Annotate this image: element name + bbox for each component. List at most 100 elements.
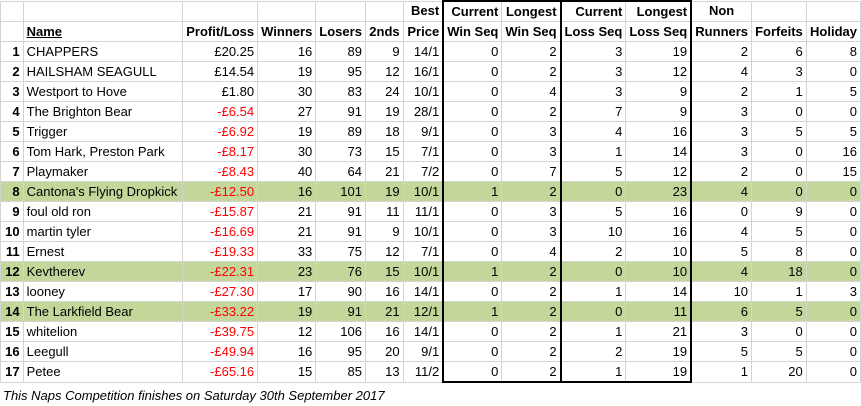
current-loss-seq-cell[interactable]: 1 [560, 281, 627, 302]
best-price-cell[interactable]: 9/1 [402, 341, 445, 362]
name-cell[interactable]: foul old ron [22, 201, 184, 222]
name-cell[interactable]: Tom Hark, Preston Park [22, 141, 184, 162]
best-price-cell[interactable]: 12/1 [402, 301, 445, 322]
longest-loss-seq-cell[interactable]: 21 [625, 321, 693, 342]
rank-cell[interactable]: 3 [0, 81, 24, 102]
current-loss-seq-cell[interactable]: 5 [560, 161, 627, 182]
header-current-loss-seq[interactable]: Loss Seq [560, 21, 627, 42]
profit-cell[interactable]: -£8.17 [182, 141, 259, 162]
rank-cell[interactable]: 9 [0, 201, 24, 222]
nonrunners-cell[interactable]: 2 [690, 41, 753, 62]
current-win-seq-cell[interactable]: 0 [442, 341, 503, 362]
winners-cell[interactable]: 30 [257, 81, 317, 102]
longest-win-seq-cell[interactable]: 2 [501, 61, 562, 82]
rank-cell[interactable]: 10 [0, 221, 24, 242]
longest-win-seq-cell[interactable]: 2 [501, 301, 562, 322]
nonrunners-cell[interactable]: 4 [690, 181, 753, 202]
longest-win-seq-cell[interactable]: 2 [501, 361, 562, 383]
profit-cell[interactable]: -£27.30 [182, 281, 259, 302]
nonrunners-cell[interactable]: 3 [690, 141, 753, 162]
name-cell[interactable]: The Brighton Bear [22, 101, 184, 122]
rank-cell[interactable]: 6 [0, 141, 24, 162]
best-price-cell[interactable]: 10/1 [402, 181, 445, 202]
header-cell[interactable] [182, 0, 259, 22]
longest-loss-seq-cell[interactable]: 16 [625, 121, 693, 142]
best-price-cell[interactable]: 11/2 [402, 361, 445, 383]
header-nonrunners[interactable]: Runners [690, 21, 753, 42]
longest-win-seq-cell[interactable]: 2 [501, 321, 562, 342]
holiday-cell[interactable]: 0 [805, 181, 861, 202]
holiday-cell[interactable]: 16 [805, 141, 861, 162]
name-cell[interactable]: Kevtherev [22, 261, 184, 282]
current-win-seq-cell[interactable]: 0 [442, 141, 503, 162]
holiday-cell[interactable]: 0 [805, 321, 861, 342]
best-price-cell[interactable]: 7/1 [402, 241, 445, 262]
name-cell[interactable]: Petee [22, 361, 184, 383]
current-win-seq-cell[interactable]: 0 [442, 61, 503, 82]
profit-cell[interactable]: -£6.92 [182, 121, 259, 142]
longest-win-seq-cell[interactable]: 7 [501, 161, 562, 182]
seconds-cell[interactable]: 19 [364, 101, 404, 122]
holiday-cell[interactable]: 8 [805, 41, 861, 62]
longest-loss-seq-cell[interactable]: 16 [625, 201, 693, 222]
seconds-cell[interactable]: 21 [364, 301, 404, 322]
seconds-cell[interactable]: 24 [364, 81, 404, 102]
losers-cell[interactable]: 95 [315, 341, 366, 362]
longest-loss-seq-cell[interactable]: 9 [625, 101, 693, 122]
losers-cell[interactable]: 89 [315, 41, 366, 62]
rank-cell[interactable]: 16 [0, 341, 24, 362]
losers-cell[interactable]: 76 [315, 261, 366, 282]
rank-cell[interactable]: 13 [0, 281, 24, 302]
longest-loss-seq-cell[interactable]: 10 [625, 241, 693, 262]
holiday-cell[interactable]: 0 [805, 221, 861, 242]
holiday-cell[interactable]: 0 [805, 261, 861, 282]
longest-win-seq-cell[interactable]: 2 [501, 281, 562, 302]
header-longest-win-seq[interactable]: Win Seq [501, 21, 562, 42]
rank-cell[interactable]: 2 [0, 61, 24, 82]
profit-cell[interactable]: -£39.75 [182, 321, 259, 342]
longest-loss-seq-cell[interactable]: 11 [625, 301, 693, 322]
current-loss-seq-cell[interactable]: 0 [560, 301, 627, 322]
losers-cell[interactable]: 89 [315, 121, 366, 142]
forfeits-cell[interactable]: 8 [751, 241, 807, 262]
header-cell[interactable] [22, 0, 184, 22]
current-loss-seq-cell[interactable]: 4 [560, 121, 627, 142]
current-loss-seq-cell[interactable]: 1 [560, 361, 627, 383]
seconds-cell[interactable]: 12 [364, 61, 404, 82]
current-loss-seq-cell[interactable]: 3 [560, 61, 627, 82]
longest-win-seq-cell[interactable]: 2 [501, 341, 562, 362]
losers-cell[interactable]: 73 [315, 141, 366, 162]
longest-loss-seq-cell[interactable]: 9 [625, 81, 693, 102]
current-win-seq-cell[interactable]: 0 [442, 281, 503, 302]
forfeits-cell[interactable]: 5 [751, 221, 807, 242]
current-loss-seq-cell[interactable]: 5 [560, 201, 627, 222]
current-win-seq-cell[interactable]: 0 [442, 161, 503, 182]
nonrunners-cell[interactable]: 2 [690, 161, 753, 182]
seconds-cell[interactable]: 16 [364, 281, 404, 302]
best-price-cell[interactable]: 7/1 [402, 141, 445, 162]
forfeits-cell[interactable]: 9 [751, 201, 807, 222]
forfeits-cell[interactable]: 5 [751, 121, 807, 142]
header-seconds[interactable]: 2nds [364, 21, 404, 42]
winners-cell[interactable]: 19 [257, 121, 317, 142]
rank-cell[interactable]: 11 [0, 241, 24, 262]
header-longest-loss-top[interactable]: Longest [625, 0, 693, 22]
name-cell[interactable]: CHAPPERS [22, 41, 184, 62]
longest-win-seq-cell[interactable]: 2 [501, 181, 562, 202]
losers-cell[interactable]: 85 [315, 361, 366, 383]
profit-cell[interactable]: £20.25 [182, 41, 259, 62]
nonrunners-cell[interactable]: 0 [690, 201, 753, 222]
best-price-cell[interactable]: 10/1 [402, 261, 445, 282]
longest-win-seq-cell[interactable]: 2 [501, 41, 562, 62]
profit-cell[interactable]: £14.54 [182, 61, 259, 82]
header-name[interactable]: Name [22, 21, 184, 42]
seconds-cell[interactable]: 18 [364, 121, 404, 142]
winners-cell[interactable]: 23 [257, 261, 317, 282]
profit-cell[interactable]: -£49.94 [182, 341, 259, 362]
winners-cell[interactable]: 16 [257, 181, 317, 202]
winners-cell[interactable]: 17 [257, 281, 317, 302]
longest-loss-seq-cell[interactable]: 12 [625, 61, 693, 82]
header-current-loss-top[interactable]: Current [560, 0, 627, 22]
nonrunners-cell[interactable]: 3 [690, 101, 753, 122]
longest-loss-seq-cell[interactable]: 16 [625, 221, 693, 242]
